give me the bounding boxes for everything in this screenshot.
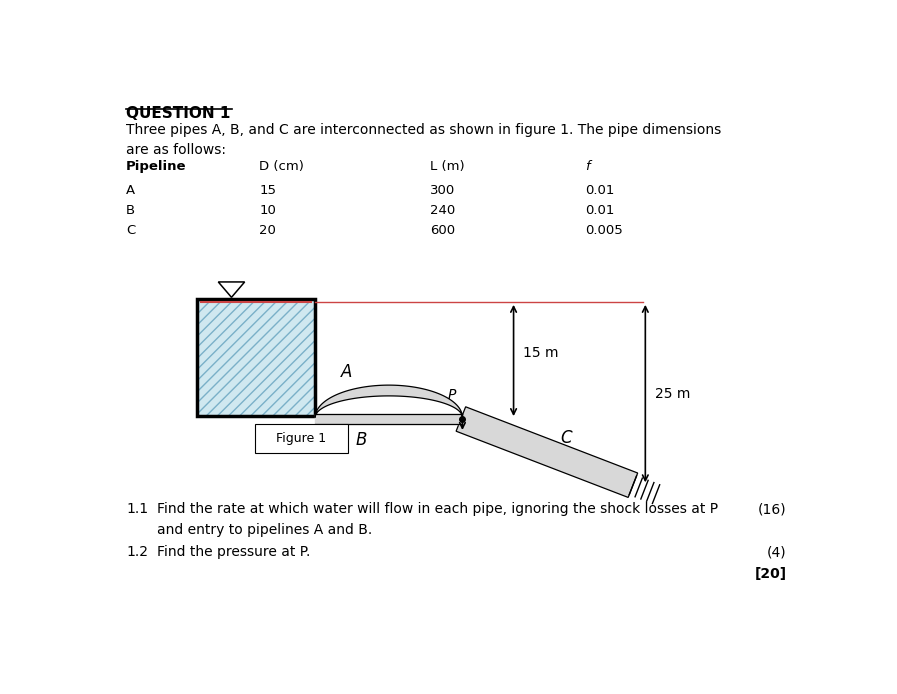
Text: 15: 15	[259, 184, 276, 197]
Text: L (m): L (m)	[430, 160, 465, 173]
Text: A: A	[126, 184, 135, 197]
Bar	[197, 299, 315, 416]
Text: 25 m: 25 m	[655, 387, 690, 400]
Text: 20: 20	[259, 224, 276, 237]
Text: f: f	[585, 160, 589, 173]
Text: QUESTION 1: QUESTION 1	[126, 105, 231, 121]
Text: 1.2: 1.2	[126, 545, 148, 559]
Text: P: P	[448, 388, 456, 402]
Bar	[197, 299, 315, 416]
Text: Three pipes A, B, and C are interconnected as shown in figure 1. The pipe dimens: Three pipes A, B, and C are interconnect…	[126, 124, 721, 157]
Text: [20]: [20]	[754, 567, 787, 581]
Text: Pipeline: Pipeline	[126, 160, 187, 173]
Text: Find the rate at which water will flow in each pipe, ignoring the shock losses a: Find the rate at which water will flow i…	[157, 502, 718, 516]
Text: 15 m: 15 m	[523, 346, 558, 359]
Text: Figure 1: Figure 1	[276, 432, 327, 445]
Text: C: C	[561, 430, 572, 447]
Text: D (cm): D (cm)	[259, 160, 304, 173]
Text: 0.01: 0.01	[585, 204, 614, 217]
Text: A: A	[341, 363, 352, 381]
Text: B: B	[126, 204, 135, 217]
Text: (4): (4)	[767, 545, 787, 559]
Text: B: B	[356, 431, 368, 449]
Bar	[197, 299, 315, 416]
Text: 10: 10	[259, 204, 276, 217]
Text: C: C	[126, 224, 135, 237]
Text: and entry to pipelines A and B.: and entry to pipelines A and B.	[157, 523, 372, 537]
Text: 300: 300	[430, 184, 455, 197]
Text: 600: 600	[430, 224, 455, 237]
Text: (16): (16)	[758, 502, 787, 516]
Text: 0.01: 0.01	[585, 184, 614, 197]
Text: 240: 240	[430, 204, 455, 217]
Polygon shape	[456, 407, 638, 498]
Text: 0.005: 0.005	[585, 224, 623, 237]
Polygon shape	[315, 385, 463, 418]
FancyBboxPatch shape	[255, 423, 348, 453]
Text: Find the pressure at P.: Find the pressure at P.	[157, 545, 310, 559]
Text: 1.1: 1.1	[126, 502, 148, 516]
